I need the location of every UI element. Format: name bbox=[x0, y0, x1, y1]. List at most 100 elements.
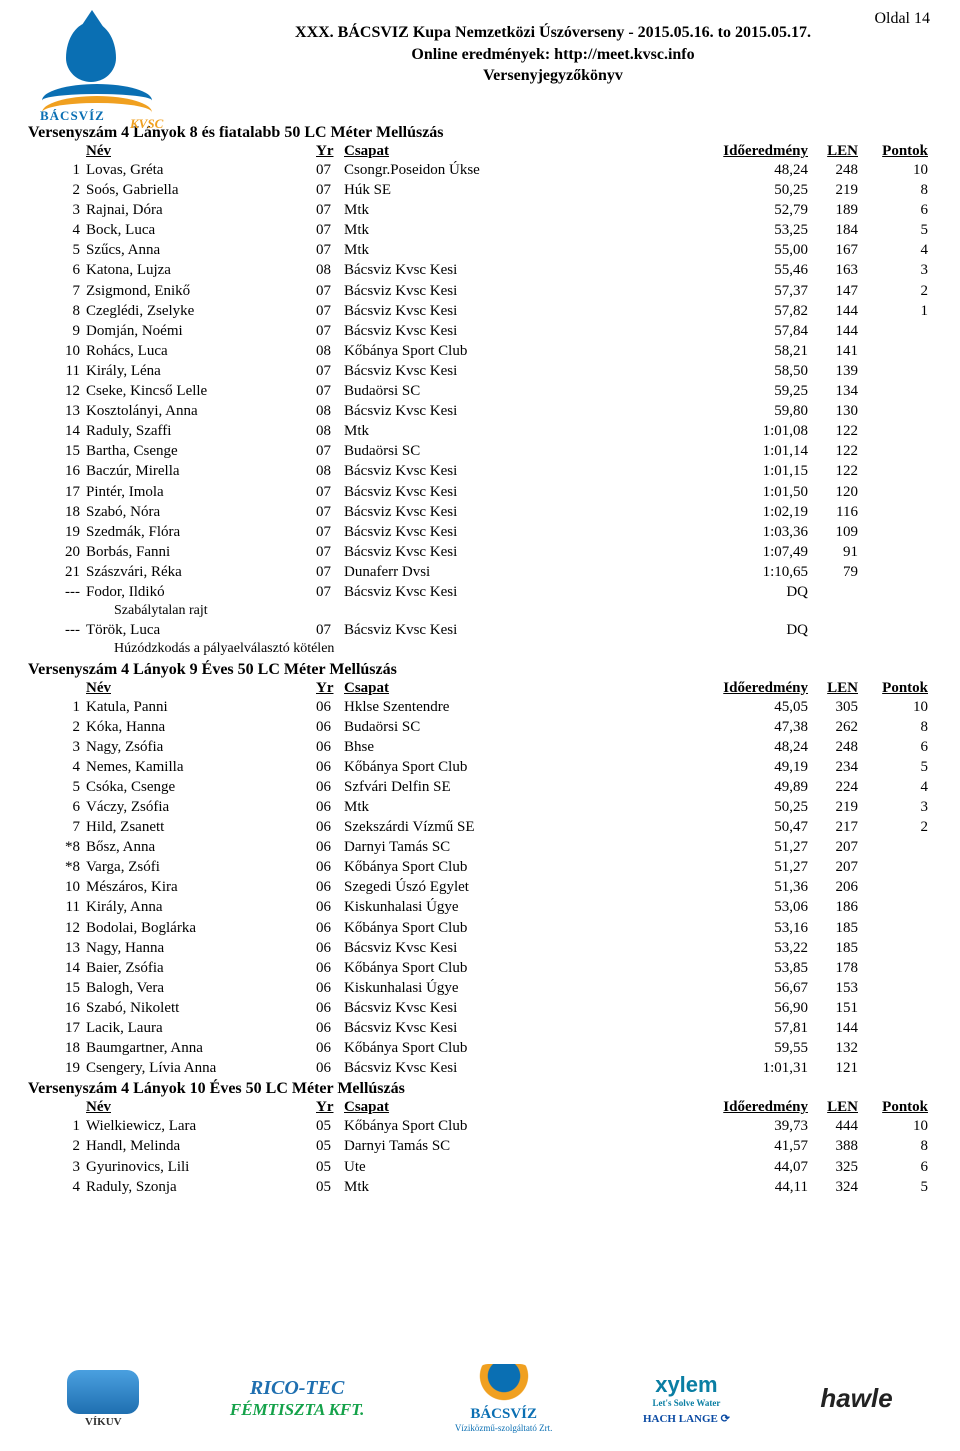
cell-team: Hklse Szentendre bbox=[344, 697, 708, 717]
result-row: 3Nagy, Zsófia06Bhse48,242486 bbox=[28, 737, 932, 757]
cell-len bbox=[808, 620, 858, 640]
cell-pts bbox=[858, 1058, 928, 1078]
cell-time: 56,67 bbox=[708, 978, 808, 998]
col-yr: Yr bbox=[316, 1099, 344, 1116]
result-row: 20Borbás, Fanni07Bácsviz Kvsc Kesi1:07,4… bbox=[28, 542, 932, 562]
cell-len: 151 bbox=[808, 998, 858, 1018]
cell-len: 144 bbox=[808, 1018, 858, 1038]
cell-team: Bácsviz Kvsc Kesi bbox=[344, 1018, 708, 1038]
cell-name: Baumgartner, Anna bbox=[86, 1038, 316, 1058]
cell-rank: 20 bbox=[54, 542, 80, 562]
sponsor-label: BÁCSVÍZ bbox=[470, 1406, 537, 1423]
cell-team: Bácsviz Kvsc Kesi bbox=[344, 321, 708, 341]
cell-pts bbox=[858, 938, 928, 958]
cell-rank: *8 bbox=[54, 857, 80, 877]
cell-yr: 06 bbox=[316, 978, 344, 998]
cell-yr: 07 bbox=[316, 502, 344, 522]
event-title: Versenyszám 4 Lányok 8 és fiatalabb 50 L… bbox=[28, 124, 932, 142]
sponsor-label: FÉMTISZTA KFT. bbox=[230, 1400, 364, 1420]
cell-len: 141 bbox=[808, 341, 858, 361]
cell-pts bbox=[858, 421, 928, 441]
result-row: 18Szabó, Nóra07Bácsviz Kvsc Kesi1:02,191… bbox=[28, 502, 932, 522]
cell-yr: 07 bbox=[316, 240, 344, 260]
cell-yr: 06 bbox=[316, 777, 344, 797]
cell-team: Bácsviz Kvsc Kesi bbox=[344, 542, 708, 562]
cell-time: 52,79 bbox=[708, 200, 808, 220]
cell-time: 50,25 bbox=[708, 797, 808, 817]
cell-rank: 13 bbox=[54, 938, 80, 958]
cell-time: 49,89 bbox=[708, 777, 808, 797]
cell-pts: 5 bbox=[858, 1177, 928, 1197]
cell-team: Kőbánya Sport Club bbox=[344, 341, 708, 361]
cell-team: Bácsviz Kvsc Kesi bbox=[344, 998, 708, 1018]
cell-yr: 07 bbox=[316, 160, 344, 180]
cell-team: Budaörsi SC bbox=[344, 441, 708, 461]
cell-pts: 10 bbox=[858, 697, 928, 717]
cell-len: 207 bbox=[808, 857, 858, 877]
cell-time: 44,11 bbox=[708, 1177, 808, 1197]
cell-pts: 2 bbox=[858, 817, 928, 837]
result-row: 2Soós, Gabriella07Húk SE50,252198 bbox=[28, 180, 932, 200]
col-len: LEN bbox=[808, 1099, 858, 1116]
cell-time: 50,47 bbox=[708, 817, 808, 837]
col-len: LEN bbox=[808, 143, 858, 160]
cell-name: Bartha, Csenge bbox=[86, 441, 316, 461]
cell-team: Mtk bbox=[344, 1177, 708, 1197]
cell-rank: --- bbox=[54, 620, 80, 640]
col-time: Időeredmény bbox=[708, 680, 808, 697]
cell-yr: 07 bbox=[316, 522, 344, 542]
cell-name: Kosztolányi, Anna bbox=[86, 401, 316, 421]
cell-time: 58,21 bbox=[708, 341, 808, 361]
cell-team: Bácsviz Kvsc Kesi bbox=[344, 281, 708, 301]
cell-rank: 1 bbox=[54, 160, 80, 180]
cell-len: 219 bbox=[808, 797, 858, 817]
cell-pts: 8 bbox=[858, 717, 928, 737]
cell-rank: 12 bbox=[54, 381, 80, 401]
result-row: *8Bősz, Anna06Darnyi Tamás SC51,27207 bbox=[28, 837, 932, 857]
cell-name: Szabó, Nóra bbox=[86, 502, 316, 522]
cell-name: Csengery, Lívia Anna bbox=[86, 1058, 316, 1078]
cell-rank: 18 bbox=[54, 502, 80, 522]
cell-pts bbox=[858, 341, 928, 361]
cell-len: 122 bbox=[808, 461, 858, 481]
sponsor-sublabel: HACH LANGE ⟳ bbox=[643, 1412, 730, 1425]
cell-pts bbox=[858, 381, 928, 401]
cell-rank: 6 bbox=[54, 260, 80, 280]
cell-rank: 16 bbox=[54, 461, 80, 481]
cell-rank: 16 bbox=[54, 998, 80, 1018]
cell-yr: 08 bbox=[316, 260, 344, 280]
cell-team: Bácsviz Kvsc Kesi bbox=[344, 482, 708, 502]
logo-subbrand: KVSC bbox=[130, 116, 163, 132]
cell-rank: 10 bbox=[54, 341, 80, 361]
cell-name: Lacik, Laura bbox=[86, 1018, 316, 1038]
cell-time: 1:02,19 bbox=[708, 502, 808, 522]
cell-team: Szekszárdi Vízmű SE bbox=[344, 817, 708, 837]
cell-rank: 1 bbox=[54, 1116, 80, 1136]
result-row: 7Hild, Zsanett06Szekszárdi Vízmű SE50,47… bbox=[28, 817, 932, 837]
result-row: 6Váczy, Zsófia06Mtk50,252193 bbox=[28, 797, 932, 817]
cell-time: 53,22 bbox=[708, 938, 808, 958]
cell-team: Bácsviz Kvsc Kesi bbox=[344, 620, 708, 640]
column-headers: NévYrCsapatIdőeredményLENPontok bbox=[28, 143, 932, 160]
cell-team: Bhse bbox=[344, 737, 708, 757]
cell-time: 47,38 bbox=[708, 717, 808, 737]
cell-rank: *8 bbox=[54, 837, 80, 857]
cell-rank: 15 bbox=[54, 978, 80, 998]
cell-yr: 05 bbox=[316, 1177, 344, 1197]
cell-time: 50,25 bbox=[708, 180, 808, 200]
cell-pts: 10 bbox=[858, 1116, 928, 1136]
cell-yr: 06 bbox=[316, 797, 344, 817]
cell-name: Fodor, Ildikó bbox=[86, 582, 316, 602]
result-row: 5Szűcs, Anna07Mtk55,001674 bbox=[28, 240, 932, 260]
cell-team: Ute bbox=[344, 1157, 708, 1177]
result-row: 1Lovas, Gréta07Csongr.Poseidon Úkse48,24… bbox=[28, 160, 932, 180]
cell-yr: 06 bbox=[316, 837, 344, 857]
cell-yr: 07 bbox=[316, 542, 344, 562]
cell-name: Szedmák, Flóra bbox=[86, 522, 316, 542]
cell-name: Raduly, Szaffi bbox=[86, 421, 316, 441]
col-len: LEN bbox=[808, 680, 858, 697]
result-row: *8Varga, Zsófi06Kőbánya Sport Club51,272… bbox=[28, 857, 932, 877]
cell-rank: 7 bbox=[54, 817, 80, 837]
page: Oldal 14 BÁCSVÍZ KVSC XXX. BÁCSVIZ Kupa … bbox=[0, 0, 960, 1451]
cell-len: 224 bbox=[808, 777, 858, 797]
